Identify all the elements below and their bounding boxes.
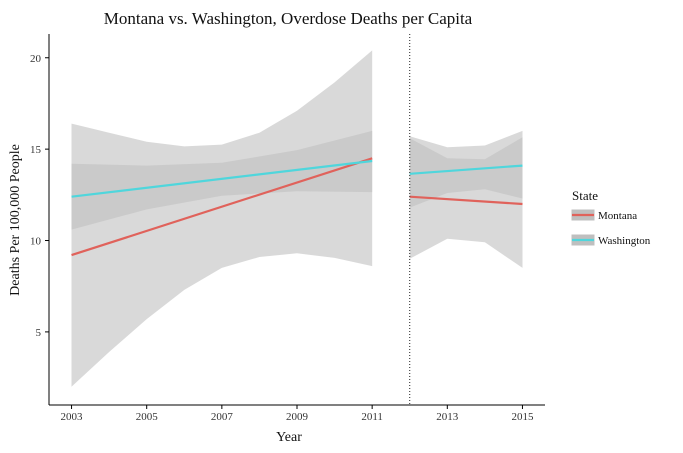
series-line-montana-2 [409, 195, 523, 206]
legend-label-washington: Washington [598, 235, 651, 247]
x-tick-label-2005: 2005 [136, 411, 159, 423]
series-lines [71, 157, 523, 257]
legend-key-montana [571, 209, 595, 221]
y-tick-label-10: 10 [30, 236, 42, 248]
confidence-band-washington-2 [409, 137, 523, 208]
chart-title: Montana vs. Washington, Overdose Deaths … [104, 9, 473, 28]
legend-label-montana: Montana [598, 210, 637, 222]
x-tick-label-2013: 2013 [436, 411, 459, 423]
x-tick-label-2015: 2015 [511, 411, 534, 423]
axes: 2003 2005 2007 2009 2011 2013 2015 5 10 15 20 [30, 34, 545, 423]
y-tick-label-15: 15 [30, 144, 42, 156]
confidence-band-montana-1 [71, 50, 373, 387]
x-tick-label-2011: 2011 [361, 411, 383, 423]
x-axis-label: Year [276, 430, 302, 445]
x-tick-label-2003: 2003 [61, 411, 84, 423]
series-line-washington-1 [71, 159, 373, 198]
series-line-washington-2 [409, 164, 523, 175]
y-tick-label-20: 20 [30, 53, 42, 65]
y-tick-label-5: 5 [36, 327, 42, 339]
legend-key-washington [571, 234, 595, 246]
series-line-montana-1 [71, 157, 373, 257]
x-tick-label-2007: 2007 [211, 411, 234, 423]
confidence-bands [71, 50, 523, 387]
y-axis-label: Deaths Per 100,000 People [8, 144, 23, 296]
x-tick-label-2009: 2009 [286, 411, 309, 423]
confidence-band-washington-1 [71, 130, 373, 230]
legend-title: State [572, 188, 598, 203]
legend: State Montana Washington [571, 188, 651, 247]
